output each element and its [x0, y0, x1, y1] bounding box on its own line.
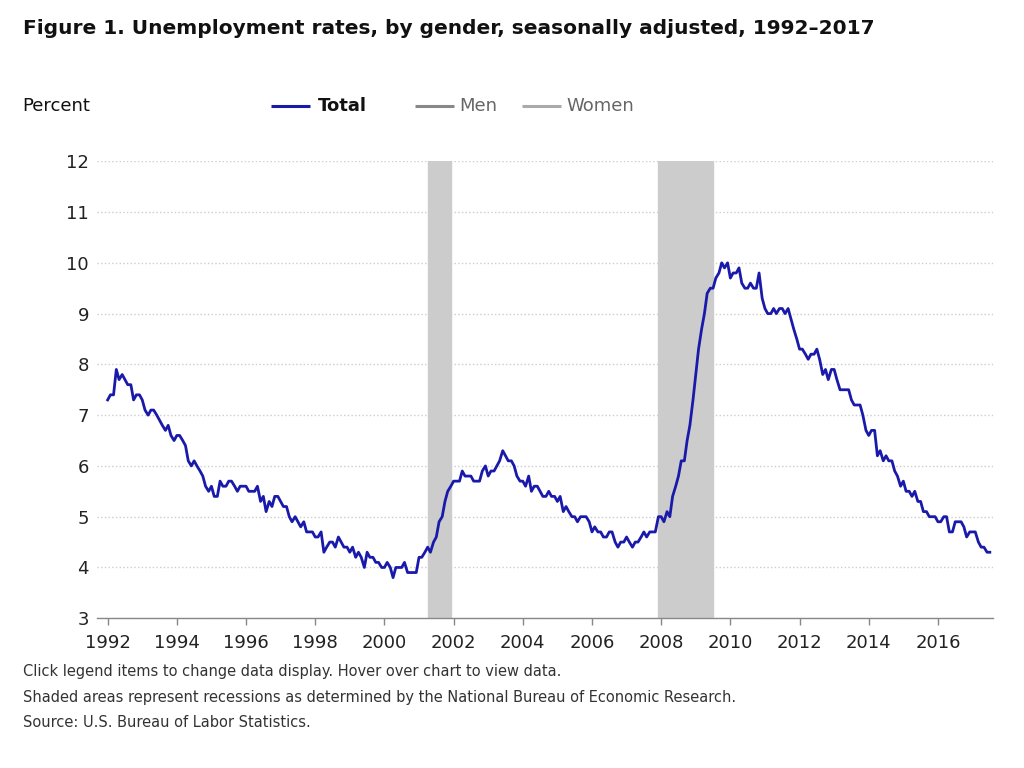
Text: Men: Men	[459, 97, 497, 115]
Bar	[428, 161, 451, 618]
Text: Shaded areas represent recessions as determined by the National Bureau of Econom: Shaded areas represent recessions as det…	[23, 690, 735, 705]
Text: Total: Total	[317, 97, 367, 115]
Text: Click legend items to change data display. Hover over chart to view data.: Click legend items to change data displa…	[23, 664, 561, 680]
Text: Source: U.S. Bureau of Labor Statistics.: Source: U.S. Bureau of Labor Statistics.	[23, 715, 310, 730]
Text: Percent: Percent	[23, 97, 90, 115]
Text: Women: Women	[566, 97, 634, 115]
Text: Figure 1. Unemployment rates, by gender, seasonally adjusted, 1992–2017: Figure 1. Unemployment rates, by gender,…	[23, 19, 874, 38]
Bar	[658, 161, 713, 618]
